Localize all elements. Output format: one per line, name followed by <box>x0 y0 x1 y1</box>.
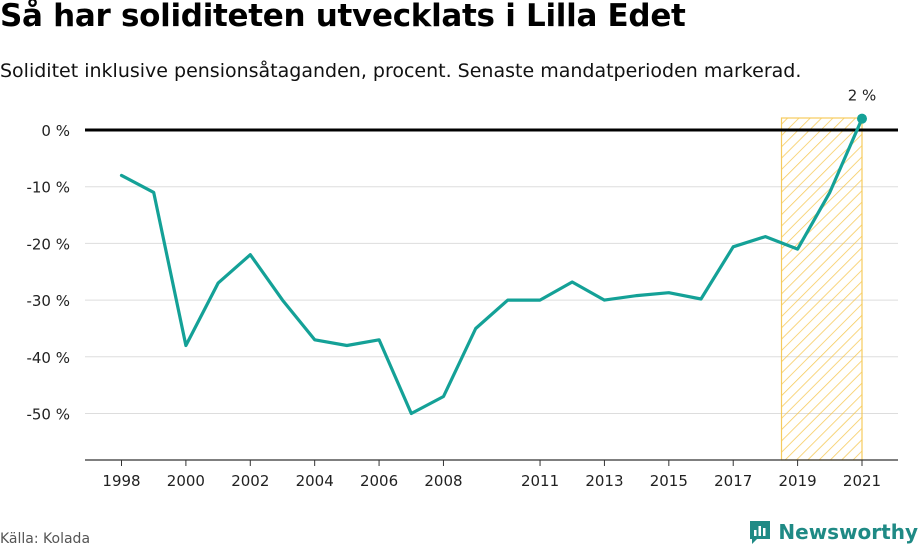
highlight-period <box>780 117 863 461</box>
brand-name: Newsworthy <box>778 520 918 544</box>
x-tick-label: 2008 <box>424 472 462 490</box>
x-tick-label: 2019 <box>779 472 817 490</box>
x-tick-label: 2013 <box>585 472 623 490</box>
x-tick-label: 2015 <box>650 472 688 490</box>
x-tick-label: 2000 <box>167 472 205 490</box>
x-tick-label: 2011 <box>521 472 559 490</box>
series-line <box>119 117 864 416</box>
x-tick-label: 1998 <box>102 472 140 490</box>
y-tick-label: -50 % <box>26 406 70 424</box>
y-tick-label: -10 % <box>26 179 70 197</box>
end-value-label: 2 % <box>848 87 877 105</box>
brand-logo: Newsworthy <box>748 519 918 545</box>
x-tick-label: 2002 <box>231 472 269 490</box>
x-tick-label: 2006 <box>360 472 398 490</box>
newsworthy-logo-icon <box>750 521 771 544</box>
chart-title: Så har soliditeten utvecklats i Lilla Ed… <box>0 0 686 34</box>
x-tick-label: 2021 <box>843 472 881 490</box>
end-point-marker <box>857 113 867 124</box>
x-tick-label: 2017 <box>714 472 752 490</box>
chart-subtitle: Soliditet inklusive pensionsåtaganden, p… <box>0 60 802 82</box>
y-tick-label: 0 % <box>41 122 70 140</box>
x-tick-label: 2004 <box>296 472 334 490</box>
y-tick-label: -40 % <box>26 349 70 367</box>
y-tick-label: -30 % <box>26 292 70 310</box>
source-note: Källa: Kolada <box>0 531 91 547</box>
y-tick-label: -20 % <box>26 235 70 253</box>
